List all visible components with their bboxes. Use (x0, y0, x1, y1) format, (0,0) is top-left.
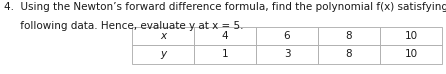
Text: 8: 8 (346, 49, 352, 59)
Text: 10: 10 (405, 49, 417, 59)
Text: 6: 6 (284, 31, 290, 41)
Text: 10: 10 (405, 31, 417, 41)
Bar (194, 26, 256, 45)
Text: x: x (160, 31, 166, 41)
Text: 4: 4 (222, 31, 228, 41)
Bar (256, 45, 318, 63)
Bar (132, 45, 194, 63)
Bar (256, 26, 318, 45)
Bar (194, 45, 256, 63)
Text: 8: 8 (346, 31, 352, 41)
Bar (132, 26, 194, 45)
Text: y: y (160, 49, 166, 59)
Text: 1: 1 (222, 49, 228, 59)
Bar (380, 45, 442, 63)
Text: following data. Hence, evaluate y at x = 5.: following data. Hence, evaluate y at x =… (4, 20, 244, 30)
Bar (318, 45, 380, 63)
Text: 4.  Using the Newton’s forward difference formula, find the polynomial f(x) sati: 4. Using the Newton’s forward difference… (4, 2, 446, 12)
Bar (318, 26, 380, 45)
Text: 3: 3 (284, 49, 290, 59)
Bar (380, 26, 442, 45)
